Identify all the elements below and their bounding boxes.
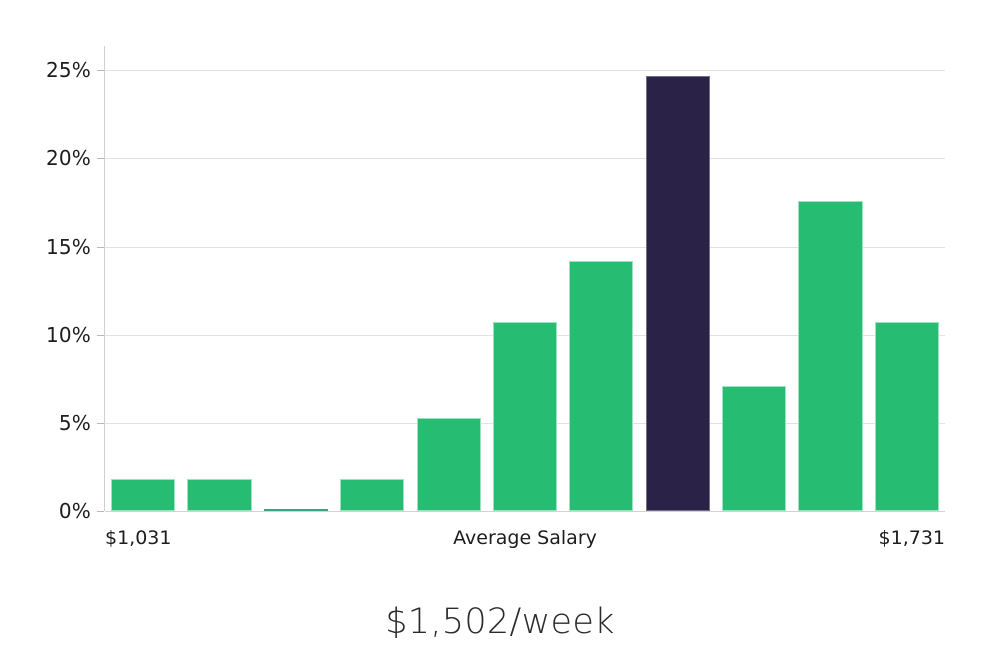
bar xyxy=(722,385,787,511)
x-axis-labels: $1,031 Average Salary $1,731 xyxy=(105,527,945,557)
bar xyxy=(416,417,481,511)
y-axis-tick-label: 20% xyxy=(45,146,91,171)
gridline-15% xyxy=(105,246,945,248)
y-tick-mark xyxy=(97,422,104,424)
gridline-20% xyxy=(105,158,945,160)
x-axis-min-label: $1,031 xyxy=(105,527,172,549)
bar xyxy=(874,322,939,511)
y-tick-mark xyxy=(97,158,104,160)
bar-highlighted xyxy=(645,75,710,511)
bar xyxy=(492,322,558,511)
bar xyxy=(340,479,405,511)
y-axis-tick-label: 15% xyxy=(45,234,91,259)
y-axis-tick-label: 10% xyxy=(45,322,91,347)
bar xyxy=(798,200,863,511)
y-tick-mark xyxy=(97,70,104,72)
x-axis-title: Average Salary xyxy=(453,527,597,549)
gridline-0% xyxy=(105,511,945,512)
bar xyxy=(187,479,252,511)
bar xyxy=(111,479,176,511)
x-axis-max-label: $1,731 xyxy=(878,527,945,549)
y-axis-tick-label: 5% xyxy=(58,410,91,435)
bar xyxy=(569,260,634,511)
plot-area: 0% 5% 10% 15% 20% 25% xyxy=(46,46,945,523)
y-tick-mark xyxy=(97,246,104,248)
bar xyxy=(263,509,328,511)
figure-caption: $1,502/week xyxy=(385,602,615,642)
gridline-25% xyxy=(105,70,945,72)
y-axis-tick-label: 0% xyxy=(58,499,91,523)
y-tick-mark xyxy=(97,511,104,512)
bar-series xyxy=(105,58,945,511)
y-tick-mark xyxy=(97,334,104,336)
y-axis-tick-label: 25% xyxy=(45,58,91,83)
y-axis-line xyxy=(104,46,105,511)
